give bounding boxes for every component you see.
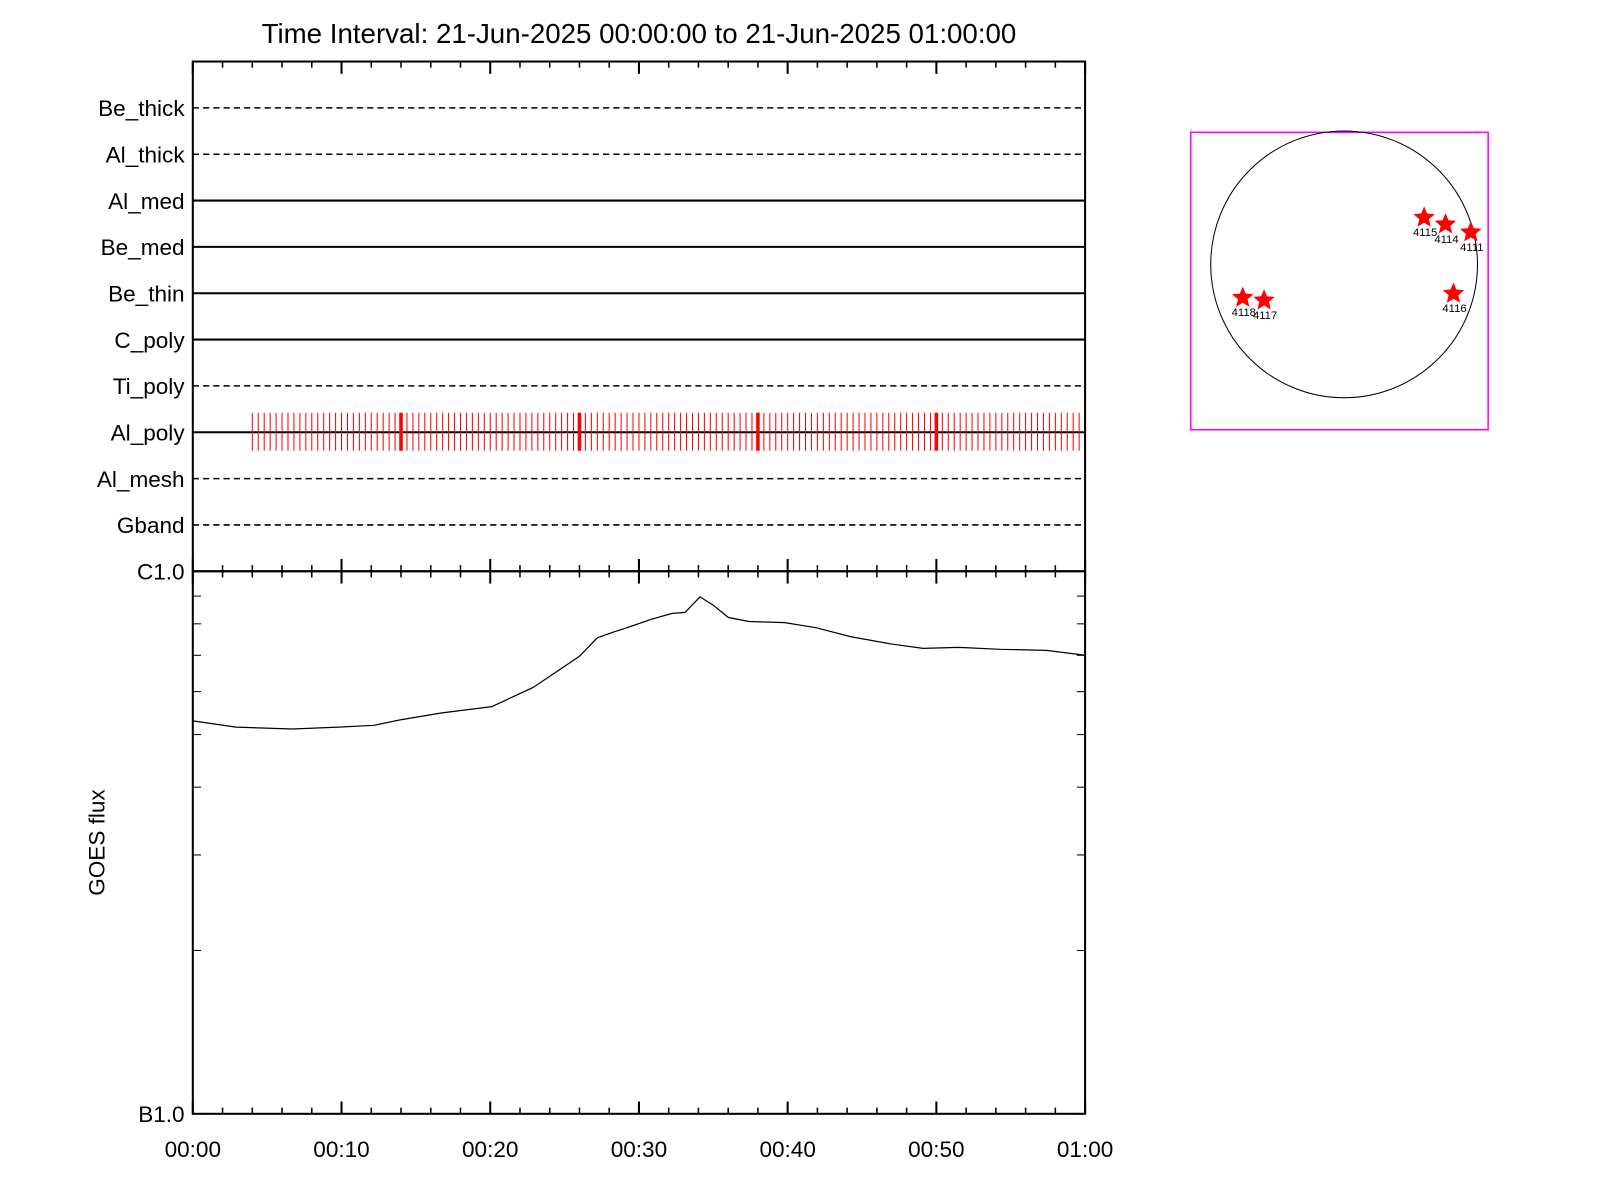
region-label: 4115: [1413, 227, 1437, 239]
region-label: 4118: [1232, 307, 1256, 319]
region-marker: [1460, 221, 1482, 242]
row-label: Gband: [117, 513, 185, 538]
region-marker: [1253, 289, 1275, 310]
x-tick-label: 00:20: [462, 1137, 518, 1162]
disk-frame: [1189, 131, 1489, 431]
x-tick-label: 00:40: [759, 1137, 815, 1162]
goes-line: [192, 596, 1086, 730]
y-tick-label: B1.0: [138, 1102, 184, 1127]
y-axis-label: GOES flux: [85, 789, 110, 896]
x-tick-label: 00:10: [313, 1137, 369, 1162]
region-marker: [1434, 213, 1457, 234]
row-label: Al_med: [108, 189, 184, 214]
row-label: C_poly: [114, 328, 185, 353]
y-tick-label: C1.0: [137, 559, 185, 584]
row-label: Ti_poly: [113, 374, 186, 399]
plot-group: Time Interval: 21-Jun-2025 00:00:00 to 2…: [85, 18, 1489, 1162]
solar-limb: [1210, 130, 1478, 399]
x-tick-label: 00:30: [611, 1137, 667, 1162]
region-marker: [1232, 286, 1254, 307]
region-label: 4116: [1442, 303, 1466, 315]
panel-frame: [191, 570, 1087, 1115]
x-tick-label: 00:50: [908, 1137, 964, 1162]
row-label: Be_med: [101, 235, 185, 260]
title: Time Interval: 21-Jun-2025 00:00:00 to 2…: [262, 18, 1017, 49]
region-marker: [1442, 282, 1465, 303]
row-label: Be_thick: [98, 96, 185, 121]
panel-frame: [191, 60, 1087, 573]
region-label: 4114: [1434, 234, 1458, 246]
x-tick-label: 00:00: [165, 1137, 221, 1162]
region-marker: [1413, 206, 1435, 227]
region-label: 4111: [1460, 242, 1483, 254]
row-label: Al_mesh: [97, 467, 185, 492]
row-label: Al_thick: [106, 142, 186, 167]
region-label: 4117: [1253, 310, 1277, 322]
row-label: Be_thin: [108, 281, 184, 306]
row-label: Al_poly: [111, 420, 186, 445]
x-tick-label: 01:00: [1057, 1137, 1113, 1162]
